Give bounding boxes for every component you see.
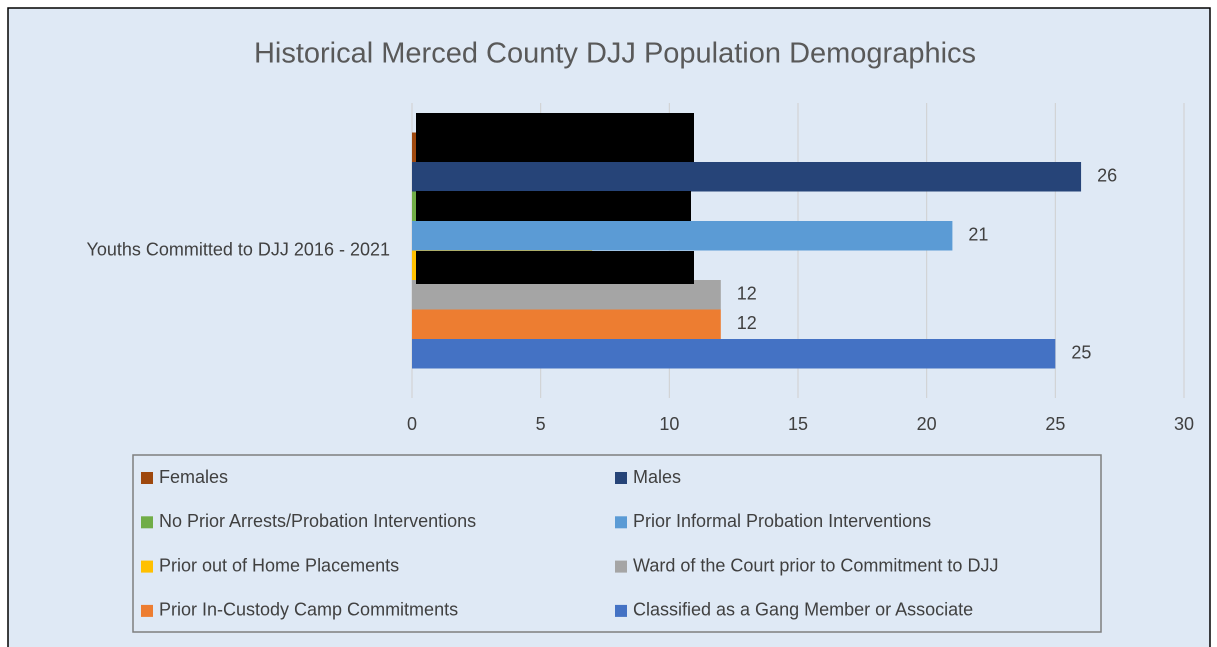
bar — [412, 309, 721, 339]
legend-label: Males — [633, 467, 681, 487]
legend-swatch — [615, 560, 627, 573]
redaction-box — [416, 251, 694, 284]
x-tick-label: 25 — [1045, 414, 1065, 434]
x-tick-label: 30 — [1174, 414, 1194, 434]
legend-swatch — [615, 516, 627, 529]
x-tick-label: 5 — [536, 414, 546, 434]
legend-label: Prior In-Custody Camp Commitments — [159, 600, 458, 620]
legend-label: Prior out of Home Placements — [159, 555, 399, 575]
bar — [412, 162, 1082, 192]
legend-box — [132, 454, 1102, 633]
data-label: 12 — [737, 313, 757, 333]
y-tick-label: Youths Committed to DJJ 2016 - 2021 — [86, 239, 390, 259]
legend-label: Ward of the Court prior to Commitment to… — [633, 555, 998, 575]
legend-swatch — [141, 516, 153, 529]
legend-label: Females — [159, 467, 228, 487]
bar — [412, 221, 953, 251]
data-label: 21 — [968, 225, 988, 245]
legend-swatch — [141, 560, 153, 573]
legend-swatch — [141, 472, 153, 484]
x-tick-label: 10 — [659, 414, 679, 434]
legend-swatch — [615, 472, 627, 484]
legend-swatch — [615, 604, 627, 617]
data-label: 26 — [1097, 166, 1117, 186]
data-label: 12 — [737, 284, 757, 304]
legend: Females Males No Prior Arrests/Probation I… — [141, 467, 998, 620]
x-tick-label: 15 — [788, 414, 808, 434]
legend-label: No Prior Arrests/Probation Interventions — [159, 511, 476, 531]
data-label: 25 — [1071, 343, 1091, 363]
legend-label: Classified as a Gang Member or Associate — [633, 600, 973, 620]
redactions — [416, 113, 694, 284]
redaction-box — [416, 113, 694, 162]
legend-label: Prior Informal Probation Interventions — [633, 511, 931, 531]
chart-title: Historical Merced County DJJ Population … — [254, 38, 976, 70]
legend-swatch — [141, 604, 153, 617]
redaction-box — [416, 191, 691, 221]
bar — [412, 339, 1056, 369]
x-tick-label: 0 — [407, 414, 417, 434]
bar — [412, 280, 721, 310]
x-tick-label: 20 — [917, 414, 937, 434]
